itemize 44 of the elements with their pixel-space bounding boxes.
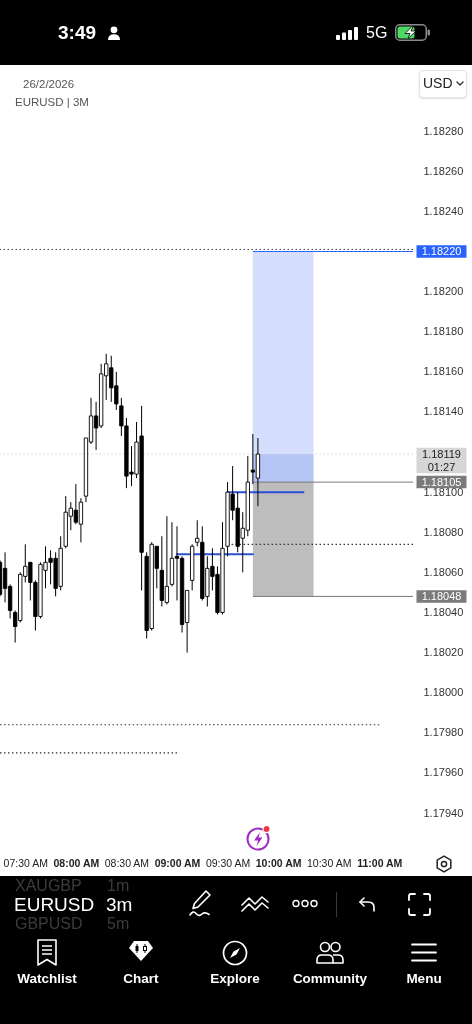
x-tick-label: 10:00 AM (255, 856, 302, 869)
y-tick-label: 1.18260 (423, 164, 464, 177)
x-tick-label: 11:00 AM (357, 856, 403, 869)
text: 5G (366, 24, 388, 41)
ref-line-label: 1.18119 01:27 (422, 448, 461, 474)
text: Explore (210, 971, 260, 986)
y-tick-label: 1.18160 (423, 365, 464, 378)
text: 3:49 (58, 22, 97, 43)
y-tick-label: 1.17960 (423, 766, 464, 779)
text: 3m (106, 894, 133, 915)
y-tick-label: 1.18280 (423, 124, 464, 137)
y-tick-label: 1.18040 (423, 605, 464, 618)
candlestick (250, 433, 256, 485)
text: EURUSD | 3M (15, 96, 89, 109)
text: 26/2/2026 (23, 78, 75, 91)
x-tick-label: 08:00 AM (53, 856, 100, 869)
y-tick-label: 1.18000 (423, 686, 464, 699)
x-tick-label: 09:30 AM (205, 856, 251, 869)
y-tick-label: 1.18080 (423, 525, 464, 538)
x-tick-label: 10:30 AM (307, 856, 352, 869)
text: Chart (123, 971, 159, 986)
text: USD (423, 75, 453, 91)
y-tick-label: 1.18140 (423, 405, 464, 418)
y-tick-label: 1.18020 (423, 646, 464, 659)
y-tick-label: 1.18060 (423, 565, 464, 578)
x-tick-label: 09:00 AM (154, 856, 201, 869)
ref-line-label: 1.18220 (421, 245, 462, 258)
y-tick-label: 1.18200 (423, 285, 464, 298)
ref-line-label: 1.18048 (421, 590, 462, 603)
text: Menu (406, 971, 442, 986)
candlestick (78, 497, 84, 543)
y-tick-label: 1.18240 (423, 204, 464, 217)
text: EURUSD (14, 894, 95, 915)
text: GBPUSD (15, 915, 83, 932)
text: 1m (107, 877, 130, 894)
x-tick-label: 08:30 AM (104, 856, 150, 869)
text: Watchlist (17, 971, 77, 986)
text: XAUGBP (15, 877, 82, 894)
text: Community (292, 971, 368, 986)
text: 5m (107, 915, 130, 932)
y-tick-label: 1.17980 (423, 726, 464, 739)
x-tick-label: 07:30 AM (3, 856, 48, 869)
y-tick-label: 1.18180 (423, 325, 464, 338)
y-tick-label: 1.17940 (423, 806, 464, 819)
